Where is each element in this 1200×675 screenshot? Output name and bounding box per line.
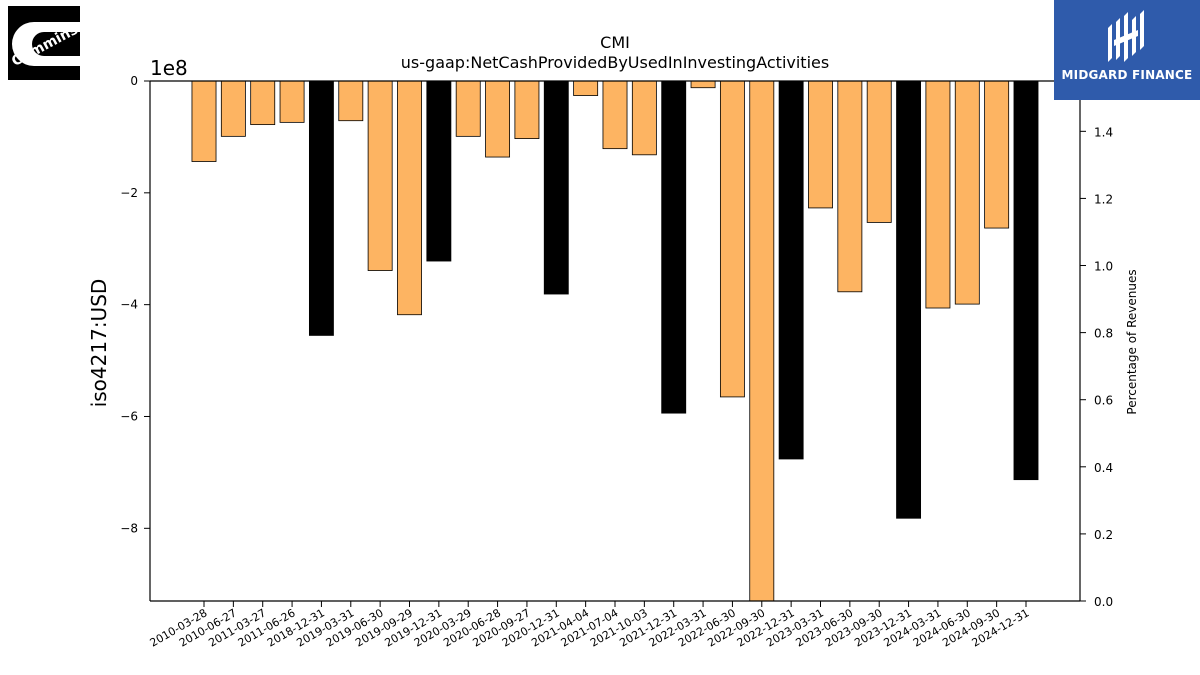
bar-2022-06-30 xyxy=(719,80,745,398)
bar-2018-12-31 xyxy=(308,80,334,336)
y2-tick-label: 0.8 xyxy=(1094,327,1113,341)
bar-2023-03-31 xyxy=(808,80,833,209)
bar-series xyxy=(191,80,1039,602)
y-tick-label: −2 xyxy=(120,186,138,200)
bar-2024-12-31 xyxy=(1013,80,1039,481)
bar-2024-03-31 xyxy=(925,80,951,309)
bar-2021-07-04 xyxy=(602,80,628,150)
y2-tick-label: 0.0 xyxy=(1094,595,1113,609)
bar-2010-06-27 xyxy=(220,80,246,137)
bar-2019-12-31 xyxy=(426,80,452,262)
x-ticks: 2010-03-282010-06-272011-03-272011-06-26… xyxy=(148,601,1032,650)
chart-title: CMI xyxy=(600,33,630,52)
bar-2021-12-31 xyxy=(661,80,687,414)
bar-2024-06-30 xyxy=(954,80,980,305)
bar-2010-03-28 xyxy=(191,80,217,162)
bar-2022-03-31 xyxy=(690,80,716,89)
bar-2019-03-31 xyxy=(338,80,364,122)
y2-axis-label: Percentage of Revenues xyxy=(1125,269,1139,414)
bar-2021-10-03 xyxy=(631,80,657,156)
bar-2019-09-29 xyxy=(397,80,422,316)
cummins-logo: Cummins xyxy=(4,4,88,84)
y2-ticks: 0.0 0.2 0.4 0.6 0.8 1.0 1.2 1.4 xyxy=(1080,125,1113,609)
bar-2020-09-27 xyxy=(514,80,540,139)
y2-tick-label: 1.2 xyxy=(1094,192,1113,206)
bar-2021-04-04 xyxy=(573,80,599,96)
y2-tick-label: 0.2 xyxy=(1094,528,1113,542)
y-offset-label: 1e8 xyxy=(150,56,188,80)
y-tick-label: −8 xyxy=(120,521,138,535)
y2-tick-label: 1.0 xyxy=(1094,260,1113,274)
bar-2023-06-30 xyxy=(837,80,863,293)
y-tick-label: −6 xyxy=(120,409,138,423)
bar-2020-12-31 xyxy=(543,80,569,295)
y2-tick-label: 0.4 xyxy=(1094,461,1113,475)
chart-subtitle: us-gaap:NetCashProvidedByUsedInInvesting… xyxy=(401,53,829,72)
bar-2022-12-31 xyxy=(778,80,804,460)
bar-2023-12-31 xyxy=(896,80,922,519)
y2-tick-label: 0.6 xyxy=(1094,394,1113,408)
bar-2011-06-26 xyxy=(279,80,305,123)
bar-2022-09-30 xyxy=(749,80,775,602)
y-tick-label: 0 xyxy=(130,74,138,88)
midgard-finance-logo: MIDGARD FINANCE xyxy=(1054,0,1200,100)
y-axis-label: iso4217:USD xyxy=(87,279,111,408)
bar-2020-06-28 xyxy=(485,80,511,158)
y-tick-label: −4 xyxy=(120,298,138,312)
bar-2023-09-30 xyxy=(866,80,892,223)
bar-2020-03-29 xyxy=(455,80,481,137)
y2-tick-label: 1.4 xyxy=(1094,125,1113,139)
bar-2011-03-27 xyxy=(250,80,276,126)
bar-2024-09-30 xyxy=(984,80,1010,229)
midgard-finance-wordmark: MIDGARD FINANCE xyxy=(1061,68,1193,82)
y-ticks: 0 −2 −4 −6 −8 xyxy=(120,74,150,535)
bar-2019-06-30 xyxy=(367,80,393,271)
